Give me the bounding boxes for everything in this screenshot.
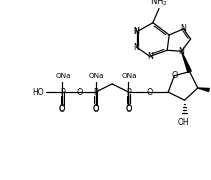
Text: O: O [59,104,65,113]
Polygon shape [181,51,191,72]
Polygon shape [198,88,209,91]
Text: O: O [76,87,83,96]
Text: ONa: ONa [55,73,71,79]
Text: P: P [126,87,131,96]
Text: N: N [147,52,153,61]
Text: P: P [60,87,65,96]
Text: NH$_2$: NH$_2$ [150,0,168,8]
Text: O: O [125,105,132,114]
Text: P: P [93,87,98,96]
Text: O: O [171,71,177,80]
Text: O: O [146,87,153,96]
Text: HO: HO [32,87,44,96]
Text: N: N [134,43,139,52]
Text: ONa: ONa [122,73,137,79]
Text: N: N [179,47,184,56]
Text: N: N [181,24,186,33]
Text: N: N [134,27,139,36]
Text: OH: OH [178,118,189,127]
Text: O: O [93,105,99,114]
Text: N: N [134,27,139,36]
Text: O: O [125,104,132,113]
Text: O: O [93,104,99,113]
Text: O: O [59,105,65,114]
Text: ONa: ONa [89,73,105,79]
